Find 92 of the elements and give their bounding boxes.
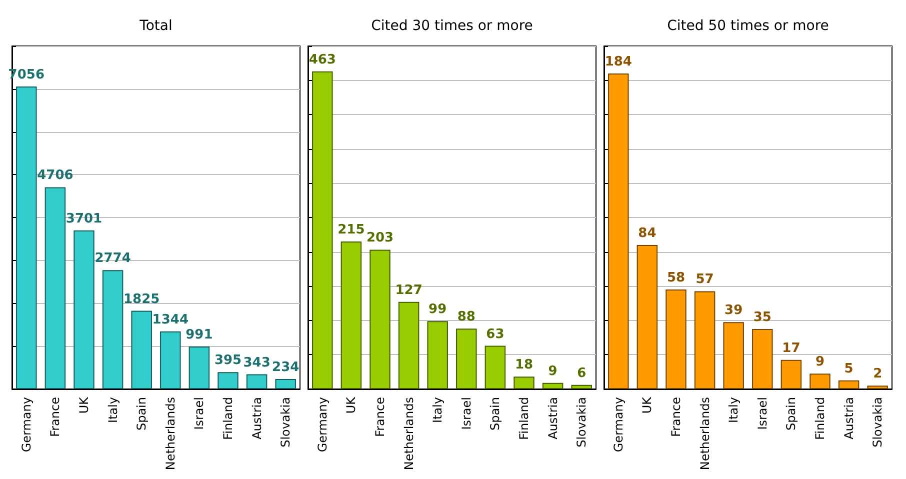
bar bbox=[542, 382, 564, 389]
bar bbox=[398, 302, 420, 389]
x-tick-label: Netherlands bbox=[698, 397, 712, 470]
bar bbox=[608, 73, 629, 389]
data-label: 2 bbox=[873, 366, 882, 382]
bar bbox=[246, 374, 268, 389]
x-tick-label: Finland bbox=[813, 397, 827, 440]
x-tick-label: Germany bbox=[315, 397, 330, 452]
x-tick-label: Austria bbox=[546, 397, 560, 440]
x-tick-label: Austria bbox=[250, 397, 264, 440]
bar bbox=[102, 270, 124, 389]
bar bbox=[427, 321, 448, 389]
data-label: 1344 bbox=[152, 312, 188, 328]
x-tick-label: Israel bbox=[459, 397, 474, 430]
data-label: 35 bbox=[753, 310, 772, 325]
bar bbox=[666, 290, 686, 389]
x-tick-label: Israel bbox=[755, 397, 770, 430]
x-tick-label: France bbox=[669, 397, 683, 437]
data-label: 184 bbox=[604, 54, 632, 70]
bar bbox=[131, 310, 152, 389]
data-label: 991 bbox=[186, 328, 213, 343]
data-label: 4706 bbox=[37, 168, 74, 184]
x-tick-label: Spain bbox=[134, 397, 149, 431]
data-label: 3701 bbox=[66, 211, 102, 226]
data-label: 9 bbox=[815, 354, 825, 370]
x-tick-label: Spain bbox=[488, 397, 502, 431]
data-label: 39 bbox=[724, 303, 743, 318]
x-tick-label: Germany bbox=[611, 397, 626, 452]
bar bbox=[188, 346, 210, 389]
bar bbox=[838, 380, 860, 389]
x-tick-label: Germany bbox=[19, 397, 34, 452]
x-tick-label: UK bbox=[640, 396, 654, 414]
x-tick-label: Slovakia bbox=[278, 397, 293, 448]
bar bbox=[636, 244, 658, 389]
x-tick-label: Finland bbox=[221, 397, 235, 440]
bar bbox=[571, 384, 592, 389]
bar bbox=[867, 386, 888, 389]
data-label: 395 bbox=[214, 353, 242, 368]
x-tick-label: Slovakia bbox=[870, 397, 885, 448]
data-label: 5 bbox=[844, 361, 854, 376]
data-label: 1825 bbox=[124, 292, 160, 307]
chart-title: Cited 30 times or more bbox=[371, 18, 533, 34]
x-tick-label: Finland bbox=[517, 397, 531, 440]
x-tick-label: Spain bbox=[784, 397, 798, 431]
x-tick-label: Italy bbox=[726, 397, 741, 424]
data-label: 99 bbox=[428, 302, 447, 318]
data-label: 463 bbox=[308, 52, 336, 68]
chart-title: Total bbox=[138, 18, 172, 34]
bar bbox=[44, 187, 66, 389]
bar bbox=[275, 378, 296, 389]
bar bbox=[694, 291, 716, 389]
x-tick-label: UK bbox=[77, 396, 91, 414]
bar bbox=[16, 86, 37, 389]
data-label: 17 bbox=[782, 340, 800, 356]
data-label: 203 bbox=[366, 230, 394, 246]
bar bbox=[780, 360, 802, 389]
x-tick-label: Netherlands bbox=[402, 397, 416, 470]
bar bbox=[218, 372, 238, 389]
data-label: 215 bbox=[338, 222, 365, 238]
data-label: 18 bbox=[514, 358, 534, 373]
chart-title: Cited 50 times or more bbox=[667, 18, 829, 34]
x-tick-label: Israel bbox=[192, 397, 206, 430]
data-label: 127 bbox=[395, 282, 422, 298]
bar bbox=[723, 322, 744, 389]
bar bbox=[160, 331, 181, 389]
bar bbox=[340, 242, 362, 389]
x-tick-label: Austria bbox=[842, 397, 856, 440]
bar bbox=[514, 376, 534, 389]
bar bbox=[312, 71, 333, 389]
data-label: 57 bbox=[696, 272, 714, 288]
x-tick-label: Italy bbox=[430, 397, 445, 424]
data-label: 343 bbox=[243, 355, 270, 370]
x-tick-label: France bbox=[48, 397, 62, 437]
data-label: 58 bbox=[666, 270, 686, 286]
data-label: 9 bbox=[548, 364, 558, 379]
bar bbox=[370, 250, 390, 389]
bar bbox=[810, 374, 830, 389]
bar bbox=[456, 328, 477, 389]
x-tick-label: Italy bbox=[106, 397, 120, 424]
data-label: 84 bbox=[638, 226, 656, 241]
data-label: 63 bbox=[486, 326, 504, 342]
data-label: 234 bbox=[272, 360, 300, 375]
bar bbox=[74, 230, 94, 389]
x-tick-label: Slovakia bbox=[574, 397, 589, 448]
x-tick-label: Netherlands bbox=[163, 397, 178, 470]
bar bbox=[484, 346, 506, 389]
x-tick-label: UK bbox=[344, 396, 358, 414]
bar bbox=[752, 328, 773, 389]
data-label: 88 bbox=[457, 310, 476, 325]
x-tick-label: France bbox=[373, 397, 387, 437]
data-label: 6 bbox=[577, 366, 586, 381]
data-label: 2774 bbox=[94, 251, 131, 266]
